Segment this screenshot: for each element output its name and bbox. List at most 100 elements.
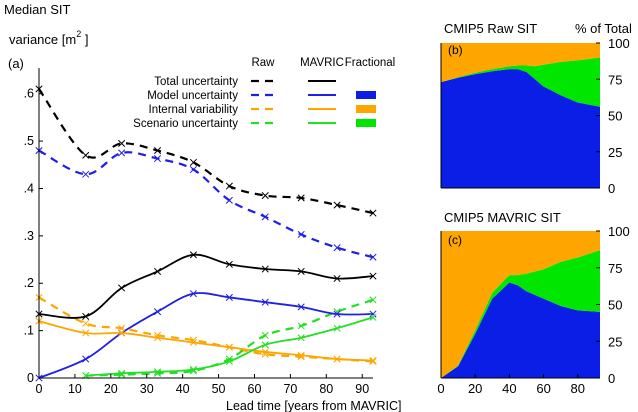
point-mark bbox=[333, 244, 341, 252]
point-mavric-model-uncertainty bbox=[225, 293, 233, 301]
point-mark bbox=[153, 368, 162, 376]
point-mavric-model-uncertainty bbox=[297, 303, 305, 311]
y-tick-label: .6 bbox=[24, 87, 34, 101]
point-mavric-total-uncertainty bbox=[82, 312, 90, 320]
y-tick-label: .1 bbox=[24, 324, 34, 338]
right-y-tick-label: 100 bbox=[608, 224, 630, 239]
point-mark bbox=[369, 209, 377, 217]
point-mavric-scenario-uncertainty bbox=[189, 365, 197, 374]
panel-c-label: (c) bbox=[448, 233, 462, 247]
point-mavric-internal-variability bbox=[118, 329, 126, 337]
point-raw-total-uncertainty bbox=[189, 158, 197, 166]
point-raw-model-uncertainty bbox=[297, 230, 305, 238]
point-mavric-internal-variability bbox=[225, 343, 233, 351]
area-model-uncertainty bbox=[441, 282, 600, 378]
right-y-tick-label: 50 bbox=[608, 298, 622, 313]
x-tick-label: 40 bbox=[176, 382, 190, 396]
point-mavric-scenario-uncertainty bbox=[225, 357, 233, 365]
point-mark bbox=[225, 355, 233, 363]
panel-b-label: (b) bbox=[448, 43, 463, 57]
point-raw-total-uncertainty bbox=[118, 139, 126, 147]
point-mark bbox=[118, 284, 126, 292]
x-tick-label: 50 bbox=[212, 382, 226, 396]
point-mavric-internal-variability bbox=[369, 356, 377, 365]
line-raw-total-uncertainty bbox=[38, 88, 374, 215]
legend-fractional-swatch bbox=[356, 91, 376, 99]
y-tick-label: .5 bbox=[24, 134, 34, 148]
point-mavric-total-uncertainty bbox=[189, 251, 197, 259]
point-mavric-total-uncertainty bbox=[153, 267, 162, 275]
panel-c: CMIP5 MAVRIC SIT 0 25 50 75 100 0 20 40 60 80 (c) bbox=[437, 210, 629, 396]
point-mavric-scenario-uncertainty bbox=[369, 313, 377, 321]
point-mark bbox=[369, 253, 377, 261]
point-mark bbox=[82, 312, 90, 320]
point-mark bbox=[189, 165, 197, 174]
point-mark bbox=[297, 303, 305, 311]
line-mavric-total-uncertainty bbox=[38, 253, 374, 319]
point-mark bbox=[153, 155, 162, 163]
x-tick-label: 30 bbox=[140, 382, 154, 396]
x-tick-label: 0 bbox=[36, 382, 43, 396]
point-mavric-model-uncertainty bbox=[369, 310, 377, 318]
panel-a: Median SIT variance [m2 ] (a) 0 .1 .2 .3 .4.… bbox=[4, 2, 402, 412]
point-raw-model-uncertainty bbox=[153, 155, 162, 163]
point-mark bbox=[369, 357, 377, 365]
point-mavric-total-uncertainty bbox=[261, 265, 269, 273]
point-mavric-internal-variability bbox=[153, 334, 162, 342]
point-mavric-internal-variability bbox=[333, 355, 341, 363]
y-tick-label: .2 bbox=[24, 276, 34, 290]
legend-column-header: Fractional bbox=[345, 57, 396, 69]
y-tick-label: .3 bbox=[24, 229, 34, 243]
point-raw-total-uncertainty bbox=[82, 151, 90, 159]
panel-a-series bbox=[35, 85, 377, 382]
point-raw-model-uncertainty bbox=[369, 253, 377, 261]
area-scenario-uncertainty bbox=[441, 250, 600, 378]
line-mavric-model-uncertainty bbox=[38, 292, 374, 379]
point-raw-total-uncertainty bbox=[333, 201, 341, 209]
point-raw-internal-variability bbox=[369, 357, 377, 365]
ylabel-line2: variance [m2 ] bbox=[9, 29, 88, 47]
x-tick-label: 60 bbox=[536, 381, 550, 396]
point-mavric-model-uncertainty bbox=[153, 308, 162, 316]
point-mavric-total-uncertainty bbox=[225, 260, 233, 268]
point-mark bbox=[189, 290, 197, 298]
point-mark bbox=[82, 319, 90, 328]
point-mark bbox=[153, 334, 162, 342]
point-mark bbox=[369, 356, 377, 365]
x-tick-label: 40 bbox=[502, 381, 516, 396]
point-mavric-total-uncertainty bbox=[369, 272, 377, 280]
point-mark bbox=[333, 274, 341, 283]
point-raw-scenario-uncertainty bbox=[297, 322, 305, 330]
ylabel-end: ] bbox=[81, 32, 88, 47]
point-mavric-model-uncertainty bbox=[189, 290, 197, 298]
point-mark bbox=[369, 296, 377, 304]
x-tick-label: 90 bbox=[355, 382, 369, 396]
point-mavric-internal-variability bbox=[189, 338, 197, 347]
point-mavric-internal-variability bbox=[82, 329, 90, 337]
ylabel-superscript: 2 bbox=[76, 29, 81, 39]
point-mark bbox=[118, 329, 126, 337]
point-mark bbox=[369, 313, 377, 321]
point-mark bbox=[333, 201, 341, 209]
right-y-tick-label: 0 bbox=[608, 181, 615, 196]
area-scenario-uncertainty bbox=[441, 57, 600, 107]
point-mark bbox=[153, 267, 162, 275]
point-mark bbox=[118, 149, 126, 157]
point-raw-model-uncertainty bbox=[261, 213, 269, 221]
x-tick-label: 80 bbox=[319, 382, 333, 396]
point-mark bbox=[261, 348, 269, 356]
x-tick-label: 20 bbox=[104, 382, 118, 396]
point-mavric-total-uncertainty bbox=[333, 274, 341, 283]
point-mark bbox=[82, 355, 90, 363]
point-mark bbox=[261, 213, 269, 221]
point-raw-scenario-uncertainty bbox=[261, 331, 269, 339]
point-mavric-scenario-uncertainty bbox=[153, 368, 162, 376]
x-tick-label: 0 bbox=[437, 381, 444, 396]
point-mark bbox=[297, 194, 305, 202]
point-raw-total-uncertainty bbox=[153, 147, 162, 155]
point-mark bbox=[118, 139, 126, 147]
area-internal-variability bbox=[441, 43, 600, 83]
point-mark bbox=[297, 353, 305, 361]
line-raw-model-uncertainty bbox=[38, 149, 374, 259]
